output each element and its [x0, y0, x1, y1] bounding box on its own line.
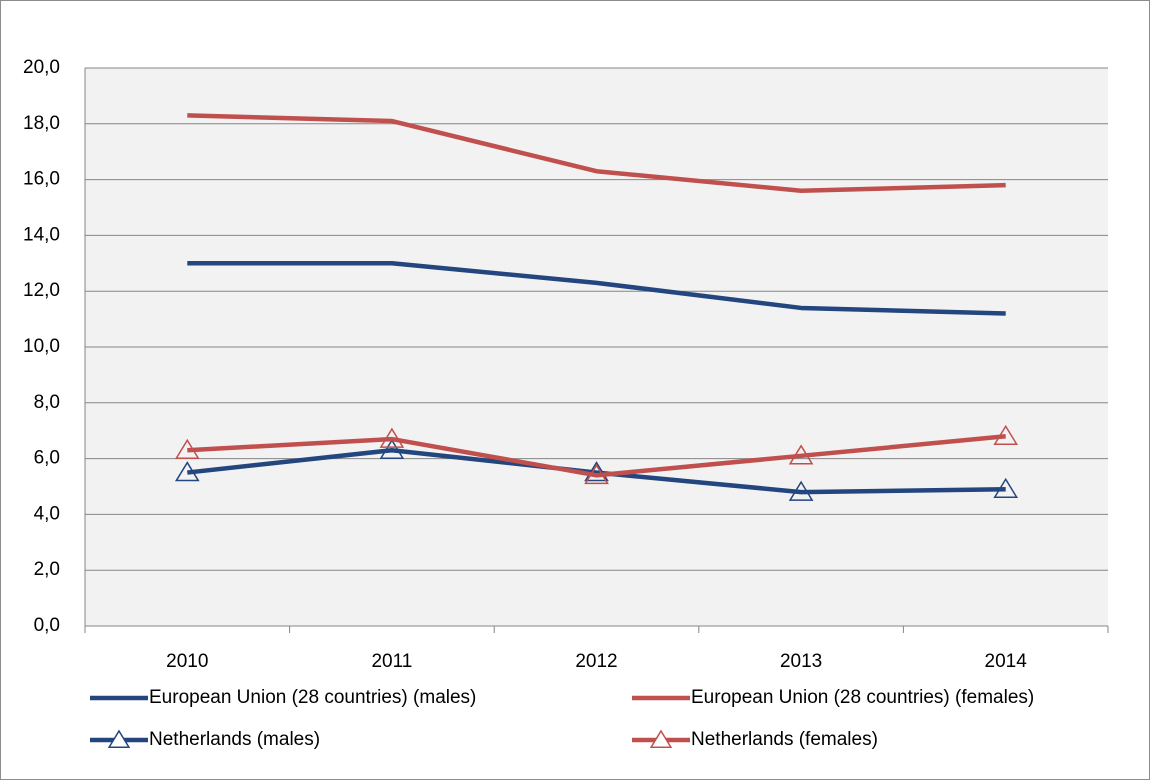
x-tick-label: 2010 [166, 651, 208, 672]
legend-marker [649, 729, 673, 748]
series-line [187, 113, 1006, 194]
legend-marker [107, 729, 131, 748]
point-marker [584, 461, 609, 482]
point-marker [993, 424, 1019, 446]
x-tick-label: 2014 [985, 651, 1028, 672]
legend-label: European Union (28 countries) (males) [149, 687, 476, 708]
y-tick-label: 20,0 [23, 57, 60, 78]
y-tick-label: 0,0 [34, 615, 60, 636]
point-marker [174, 461, 200, 482]
y-tick-label: 12,0 [23, 280, 60, 301]
point-marker [379, 438, 405, 459]
x-tick-label: 2011 [371, 651, 412, 672]
series-line [187, 261, 1006, 316]
point-marker [993, 477, 1019, 499]
point-marker [788, 444, 814, 465]
x-tick-label: 2013 [780, 651, 822, 672]
y-tick-label: 14,0 [23, 224, 60, 245]
point-marker [788, 480, 814, 501]
y-tick-label: 18,0 [23, 113, 60, 134]
legend-label: Netherlands (females) [691, 729, 878, 750]
point-marker [174, 438, 200, 459]
y-tick-label: 16,0 [23, 169, 60, 190]
y-tick-label: 10,0 [23, 336, 60, 357]
y-tick-label: 6,0 [34, 448, 60, 469]
point-marker [584, 463, 609, 485]
x-tick-label: 2012 [575, 651, 617, 672]
legend-label: European Union (28 countries) (females) [691, 687, 1034, 708]
legend-label: Netherlands (males) [149, 729, 320, 750]
series-line [187, 447, 1006, 495]
y-tick-label: 2,0 [34, 559, 60, 580]
series-line [187, 434, 1006, 478]
y-tick-label: 8,0 [34, 392, 60, 413]
point-marker [379, 427, 405, 448]
y-tick-label: 4,0 [34, 503, 60, 524]
